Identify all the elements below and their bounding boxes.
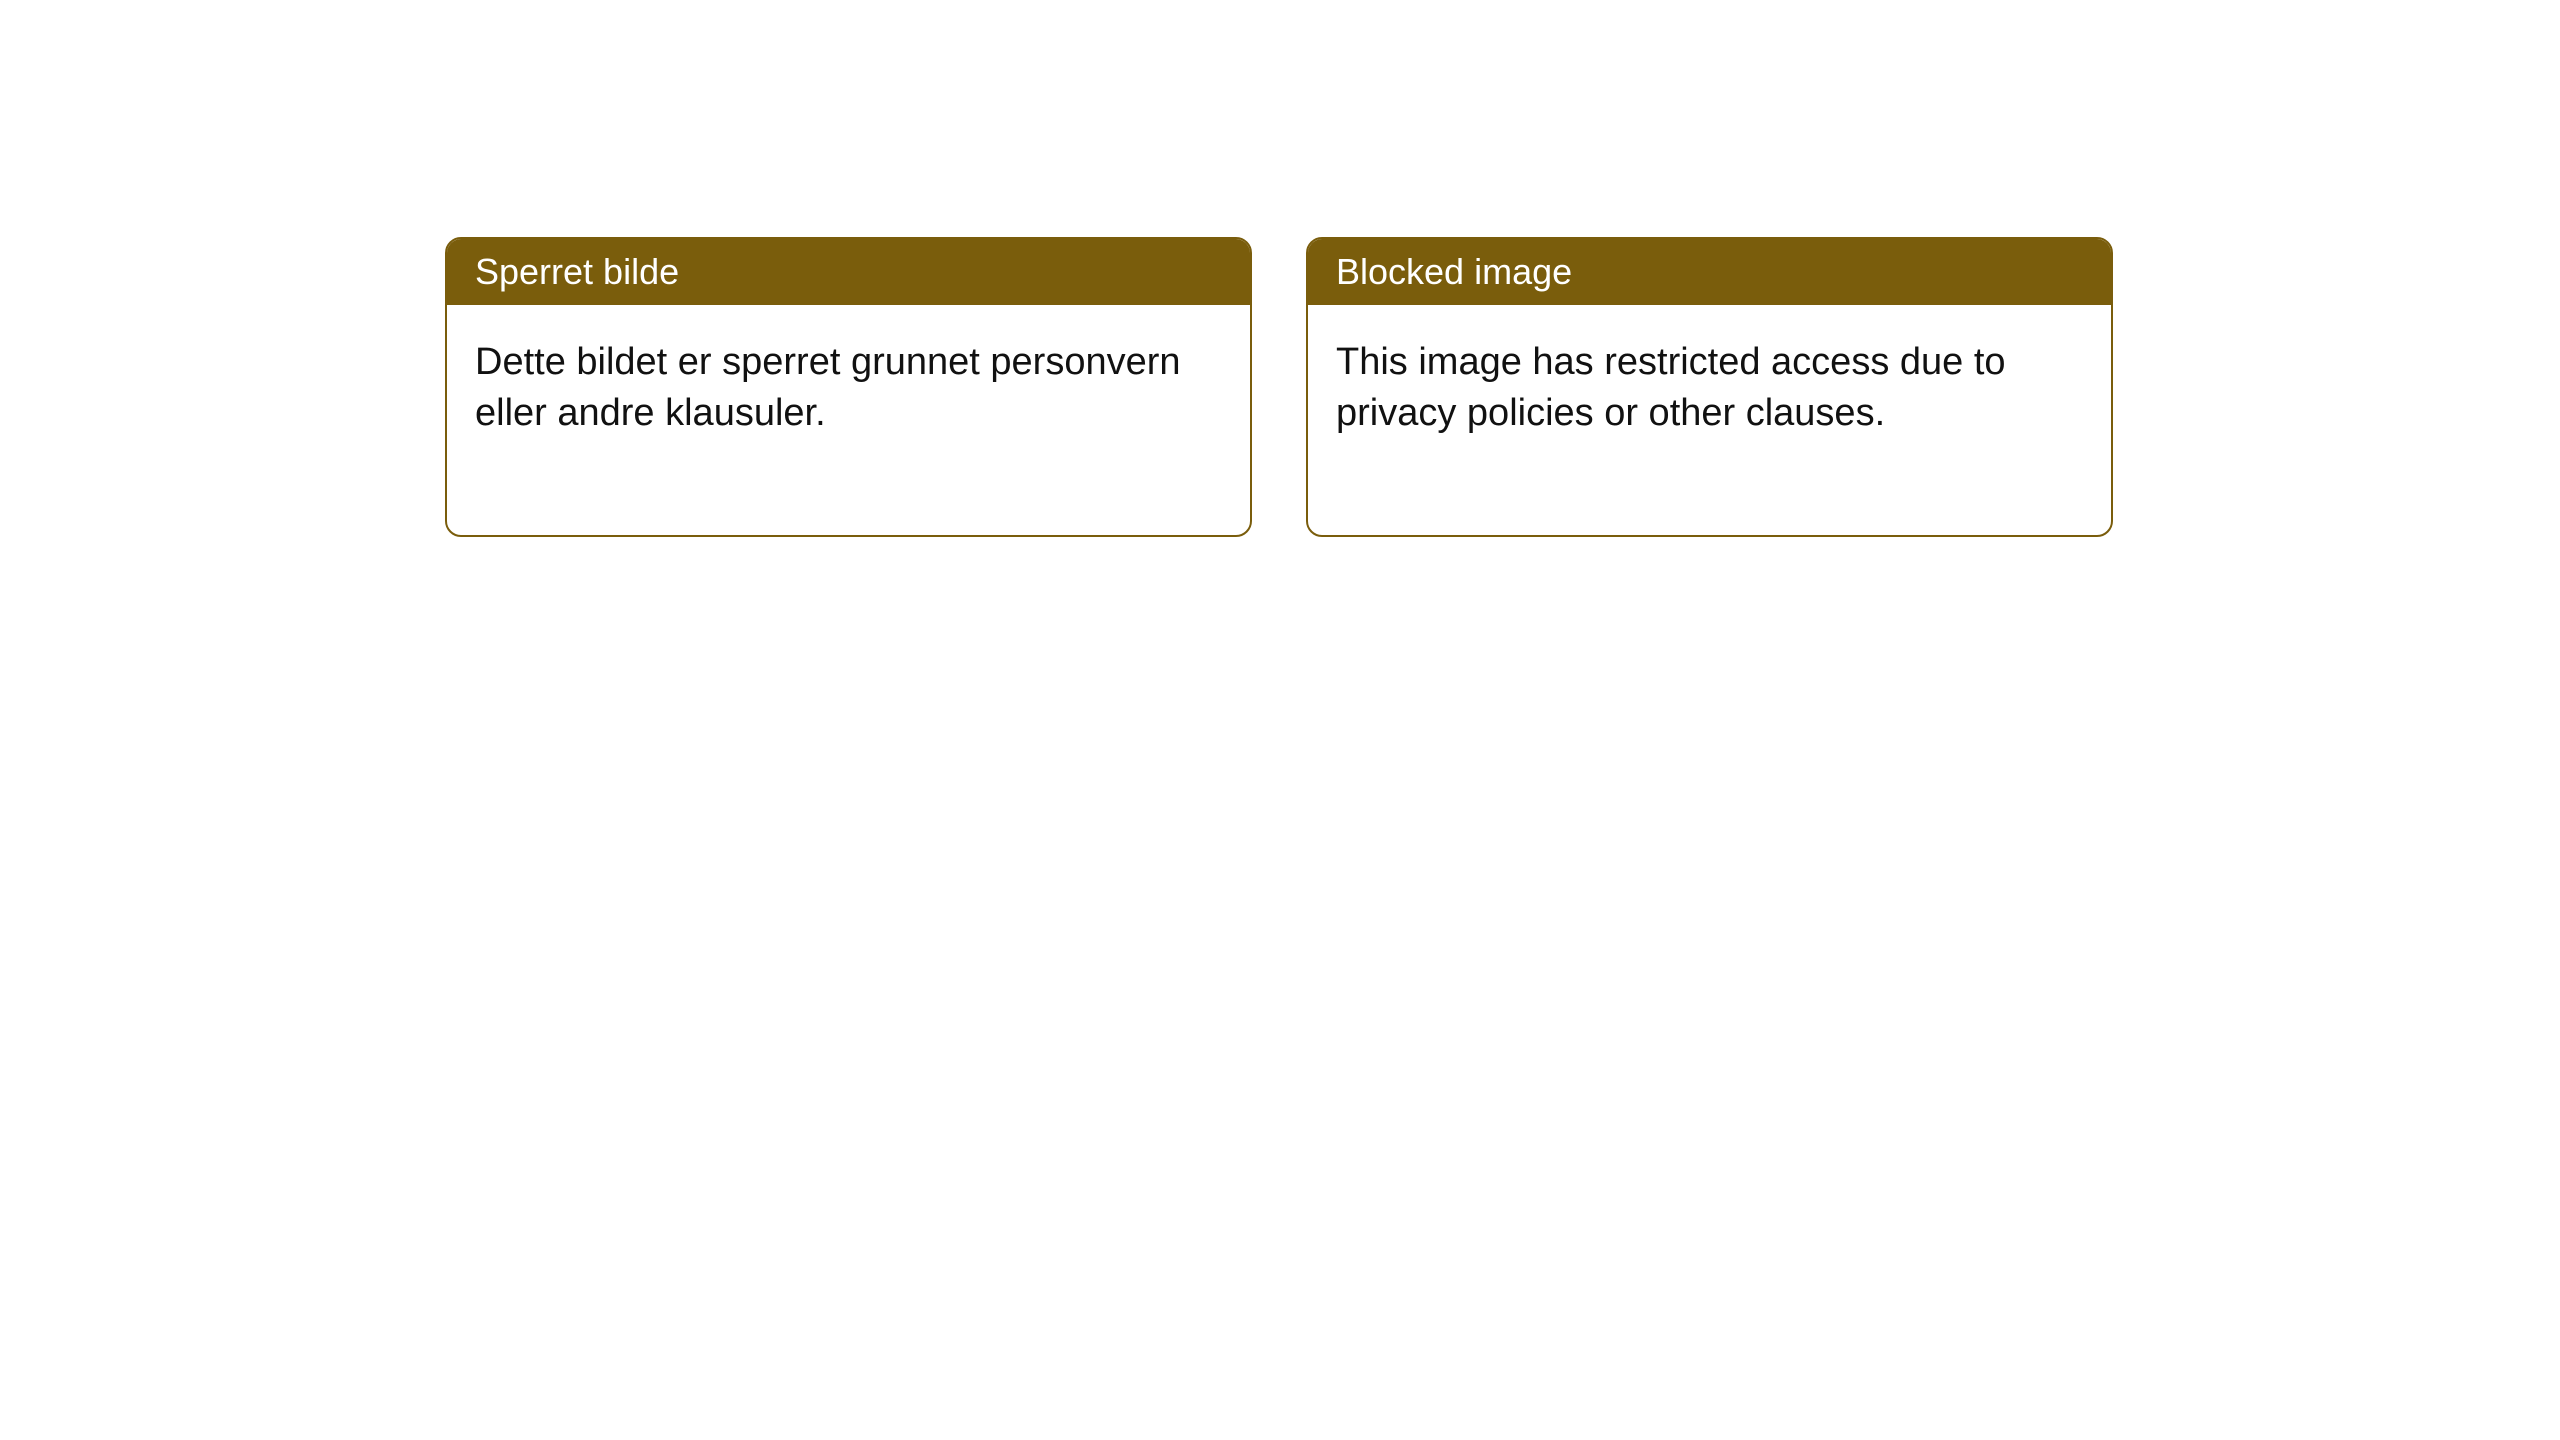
notice-container: Sperret bilde Dette bildet er sperret gr… — [445, 237, 2113, 537]
notice-header: Blocked image — [1308, 239, 2111, 305]
notice-body: This image has restricted access due to … — [1308, 305, 2111, 535]
notice-card-norwegian: Sperret bilde Dette bildet er sperret gr… — [445, 237, 1252, 537]
notice-title: Sperret bilde — [475, 251, 679, 292]
notice-header: Sperret bilde — [447, 239, 1250, 305]
notice-title: Blocked image — [1336, 251, 1572, 292]
notice-text: This image has restricted access due to … — [1336, 341, 2006, 434]
notice-body: Dette bildet er sperret grunnet personve… — [447, 305, 1250, 535]
notice-text: Dette bildet er sperret grunnet personve… — [475, 341, 1181, 434]
notice-card-english: Blocked image This image has restricted … — [1306, 237, 2113, 537]
